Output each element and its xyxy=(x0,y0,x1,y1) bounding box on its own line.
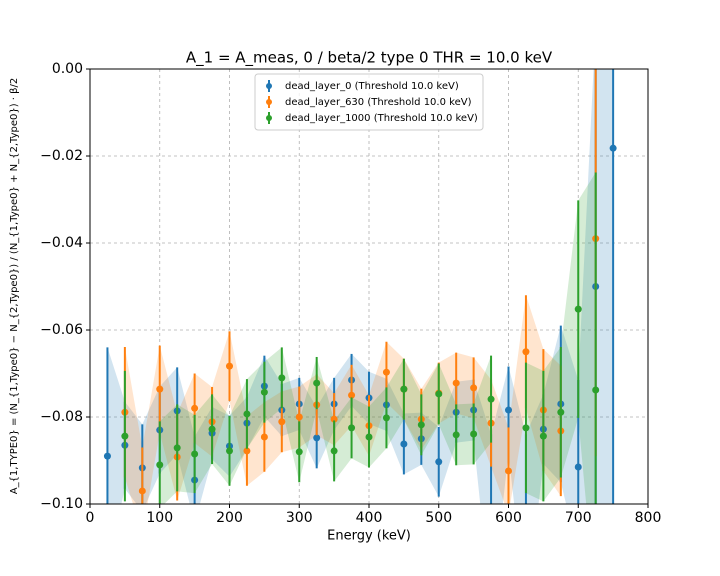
data-point xyxy=(522,424,530,432)
y-tick-label: 0.00 xyxy=(52,61,83,77)
data-point xyxy=(295,448,303,456)
data-point xyxy=(609,144,617,152)
data-point xyxy=(156,461,164,469)
error-band xyxy=(107,69,614,504)
data-point xyxy=(330,447,338,455)
y-tick-label: −0.10 xyxy=(40,496,83,512)
legend-label: dead_layer_0 (Threshold 10.0 keV) xyxy=(285,81,459,92)
data-point xyxy=(243,447,251,455)
x-tick-label: 600 xyxy=(495,510,522,526)
data-point xyxy=(592,386,600,394)
x-tick-label: 400 xyxy=(356,510,383,526)
data-point xyxy=(452,431,460,439)
x-tick-label: 100 xyxy=(146,510,173,526)
y-tick-label: −0.02 xyxy=(40,148,83,164)
data-point xyxy=(435,458,443,466)
x-tick-label: 0 xyxy=(86,510,95,526)
error-band xyxy=(124,295,561,504)
data-point xyxy=(505,467,512,475)
x-tick-label: 500 xyxy=(425,510,452,526)
data-point xyxy=(574,463,582,471)
data-point xyxy=(208,425,216,433)
data-point xyxy=(226,362,233,370)
data-point xyxy=(278,374,286,382)
data-point xyxy=(505,406,512,414)
legend-marker xyxy=(266,99,272,105)
data-point xyxy=(574,305,582,313)
data-point xyxy=(313,434,321,442)
data-point xyxy=(226,447,233,455)
data-point xyxy=(452,379,460,387)
x-tick-label: 300 xyxy=(286,510,313,526)
plot-area xyxy=(103,69,617,504)
data-point xyxy=(103,452,111,460)
y-tick-label: −0.06 xyxy=(40,322,83,338)
data-point xyxy=(557,408,565,416)
legend-marker xyxy=(266,115,272,121)
x-tick-label: 800 xyxy=(635,510,662,526)
axes: 0 100 200 300 400 500 600 700 800 −0.10 −0.08 −0.06… xyxy=(40,61,661,526)
data-point xyxy=(121,432,129,440)
data-point xyxy=(417,421,425,429)
legend: dead_layer_0 (Threshold 10.0 keV) dead_la… xyxy=(254,73,484,131)
x-axis-label: Energy (keV) xyxy=(327,529,411,544)
data-point xyxy=(539,432,547,440)
x-tick-label: 700 xyxy=(565,510,592,526)
data-point xyxy=(382,414,390,422)
legend-marker xyxy=(266,83,272,89)
data-point xyxy=(400,440,408,448)
legend-label: dead_layer_1000 (Threshold 10.0 keV) xyxy=(285,113,478,124)
data-point xyxy=(260,433,268,441)
data-point xyxy=(278,418,286,426)
data-point xyxy=(348,391,356,399)
y-axis-label: A_{1,TYPE0} = (N_{1,Type0} − N_{2,Type0}… xyxy=(9,78,20,495)
y-tick-label: −0.04 xyxy=(40,235,83,251)
y-tick-label: −0.08 xyxy=(40,409,83,425)
data-point xyxy=(330,415,338,423)
data-point xyxy=(348,424,356,432)
data-point xyxy=(138,487,146,495)
error-band xyxy=(159,347,492,504)
x-tick-label: 200 xyxy=(216,510,243,526)
data-point xyxy=(295,413,303,421)
data-point xyxy=(313,379,321,387)
data-point xyxy=(260,388,268,396)
data-point xyxy=(435,390,443,398)
data-point xyxy=(487,395,495,403)
data-point xyxy=(522,348,530,356)
data-point xyxy=(470,430,478,438)
data-point xyxy=(382,368,390,376)
data-point xyxy=(156,385,164,393)
data-point xyxy=(470,384,478,392)
legend-label: dead_layer_630 (Threshold 10.0 keV) xyxy=(285,97,472,108)
chart-title: A_1 = A_meas, 0 / beta/2 type 0 THR = 10… xyxy=(186,49,553,68)
data-point xyxy=(365,433,373,441)
data-point xyxy=(191,450,199,458)
legend-box xyxy=(254,73,484,131)
data-point xyxy=(191,404,199,412)
data-point xyxy=(243,410,251,418)
data-point xyxy=(400,385,408,393)
data-point xyxy=(173,444,181,452)
